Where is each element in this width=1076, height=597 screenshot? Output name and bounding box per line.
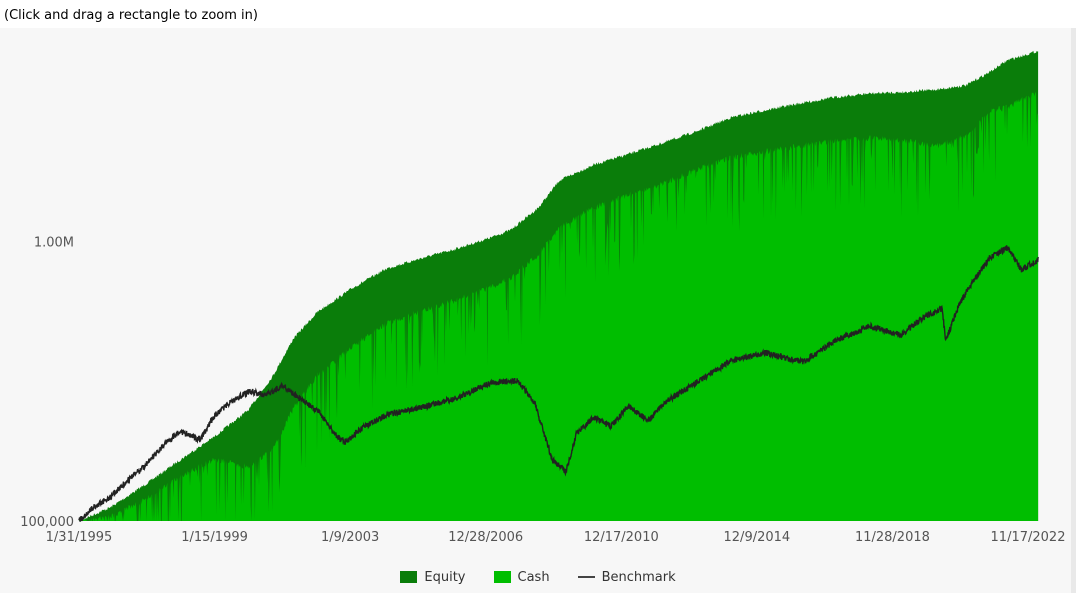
equity-swatch xyxy=(400,571,418,583)
y-tick-label: 1.00M xyxy=(34,235,74,250)
zoom-hint: (Click and drag a rectangle to zoom in) xyxy=(4,8,258,23)
y-tick-label: 100,000 xyxy=(20,515,74,530)
legend-label-benchmark: Benchmark xyxy=(601,569,676,585)
x-tick-label: 1/9/2003 xyxy=(321,530,379,545)
x-tick-label: 12/9/2014 xyxy=(724,530,791,545)
x-axis: 1/31/1995 1/15/1999 1/9/2003 12/28/2006 12/1… xyxy=(46,530,1066,545)
area-series-group xyxy=(78,50,1039,522)
x-tick-label: 11/17/2022 xyxy=(991,530,1066,545)
legend-item-equity[interactable]: Equity xyxy=(400,569,466,585)
series-cash-area xyxy=(78,91,1039,521)
legend-label-equity: Equity xyxy=(424,569,466,585)
x-tick-label: 1/15/1999 xyxy=(181,530,248,545)
x-tick-label: 12/28/2006 xyxy=(448,530,523,545)
legend-label-cash: Cash xyxy=(517,569,550,585)
x-tick-label: 1/31/1995 xyxy=(46,530,113,545)
plot-right-edge xyxy=(1071,28,1076,593)
legend: Equity Cash Benchmark xyxy=(0,567,1076,587)
benchmark-swatch xyxy=(577,576,595,578)
x-tick-label: 11/28/2018 xyxy=(855,530,930,545)
cash-swatch xyxy=(493,571,511,583)
y-axis: 100,000 1.00M xyxy=(20,235,74,530)
series-benchmark-line xyxy=(78,245,1039,522)
x-tick-label: 12/17/2010 xyxy=(584,530,659,545)
benchmark-group xyxy=(78,245,1039,522)
chart-area[interactable]: 100,000 1.00M 1/31/1995 1/15/1999 1/9/2003 1… xyxy=(0,28,1076,593)
legend-item-benchmark[interactable]: Benchmark xyxy=(577,569,676,585)
legend-item-cash[interactable]: Cash xyxy=(493,569,550,585)
